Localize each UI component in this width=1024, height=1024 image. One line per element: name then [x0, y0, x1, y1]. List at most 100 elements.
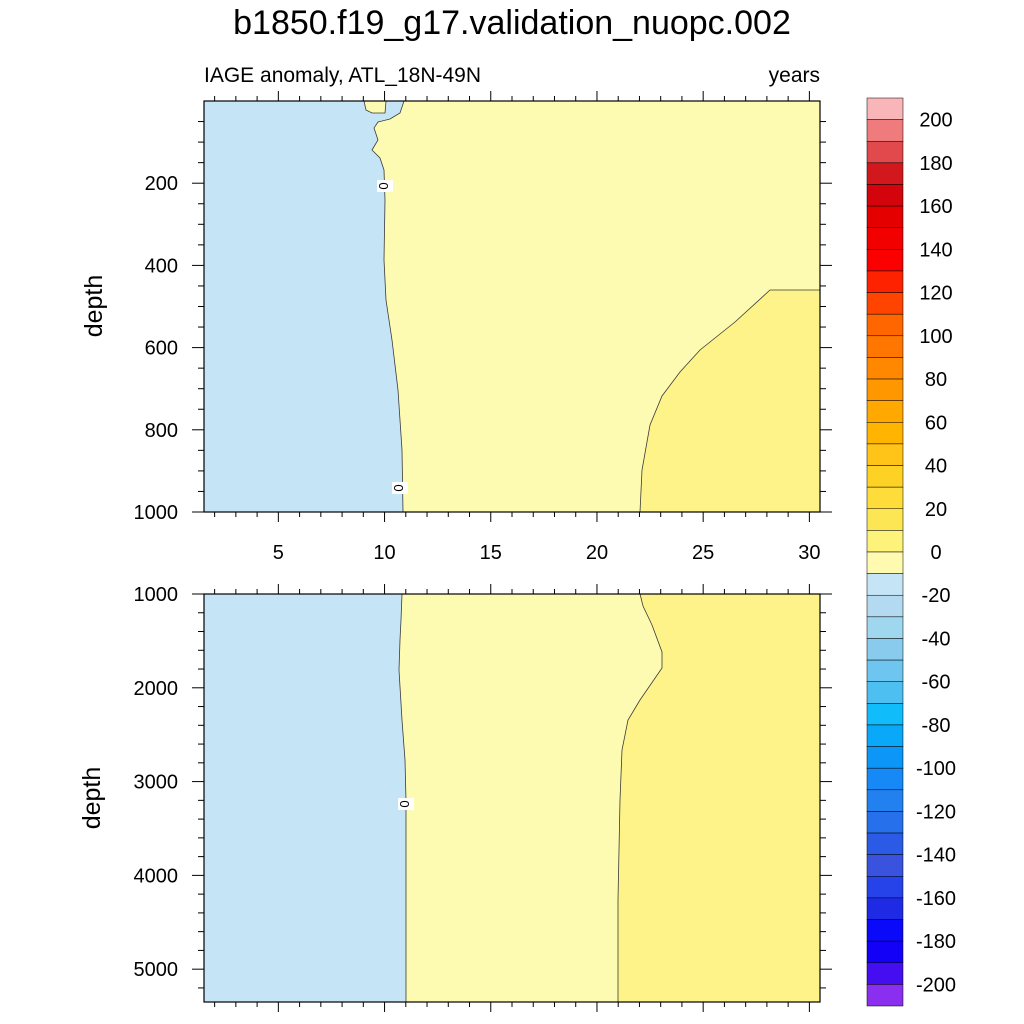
colorbar-swatch [866, 746, 904, 769]
y-tick-label: 800 [145, 420, 178, 442]
x-tick-label: 30 [798, 542, 820, 564]
colorbar-swatch [866, 205, 904, 228]
colorbar-swatch [866, 465, 904, 488]
colorbar-label: 140 [919, 239, 952, 261]
chart-title: b1850.f19_g17.validation_nuopc.002 [233, 4, 791, 42]
colorbar-swatch [866, 335, 904, 358]
colorbar-label: -80 [922, 715, 951, 737]
colorbar-swatch [866, 97, 904, 120]
x-tick-label: 15 [480, 542, 502, 564]
x-tick-label: 20 [586, 542, 608, 564]
colorbar-label: -20 [922, 585, 951, 607]
colorbar-label: 40 [925, 456, 947, 478]
colorbar-swatch [866, 854, 904, 877]
upper-contour-label-bottom: 0 [391, 482, 408, 494]
y-tick-label: 4000 [134, 865, 179, 887]
colorbar-label: -200 [916, 974, 956, 996]
colorbar-swatch [866, 443, 904, 466]
x-tick-label: 10 [373, 542, 395, 564]
colorbar-swatch [866, 659, 904, 682]
colorbar-swatch [866, 313, 904, 337]
colorbar-swatch [866, 292, 904, 315]
colorbar-label: 200 [919, 110, 952, 132]
colorbar-label: -40 [922, 628, 951, 650]
left-string: IAGE anomaly, ATL_18N-49N [204, 64, 481, 87]
colorbar-swatch [866, 530, 904, 553]
colorbar-label: 180 [919, 153, 952, 175]
lower-x-ticks [214, 584, 810, 1012]
colorbar-label: 100 [919, 326, 952, 348]
colorbar-label: 60 [925, 412, 947, 434]
colorbar-swatch [866, 249, 904, 272]
colorbar-swatch [866, 162, 904, 185]
colorbar-swatch [866, 984, 904, 1007]
lower-y-ticks: 1000 2000 3000 4000 5000 [134, 584, 832, 989]
colorbar: 200180160140120100806040200-20-40-60-80-… [866, 97, 956, 1007]
colorbar-swatch [866, 832, 904, 855]
y-tick-label: 3000 [134, 772, 179, 794]
colorbar-label: 120 [919, 283, 952, 305]
colorbar-swatch [866, 119, 904, 142]
colorbar-swatch [866, 919, 904, 942]
upper-x-ticks: 5 10 15 20 25 30 [214, 91, 821, 564]
colorbar-swatch [866, 767, 904, 791]
upper-contour-label-top: 0 [376, 180, 393, 192]
colorbar-label: 80 [925, 369, 947, 391]
right-string: years [769, 64, 820, 87]
colorbar-swatch [866, 897, 904, 920]
colorbar-swatch [866, 962, 904, 985]
y-tick-label: 200 [145, 173, 178, 195]
colorbar-swatch [866, 811, 904, 834]
colorbar-swatch [866, 422, 904, 445]
colorbar-swatch [866, 184, 904, 207]
colorbar-swatch [866, 227, 904, 250]
y-tick-label: 5000 [134, 959, 179, 981]
colorbar-label: -140 [916, 845, 956, 867]
colorbar-label: -100 [916, 758, 956, 780]
upper-y-ticks: 200 400 600 800 1000 [134, 121, 832, 524]
contour-label: 0 [376, 182, 391, 189]
colorbar-swatch [866, 724, 904, 747]
y-tick-label: 1000 [134, 584, 179, 606]
colorbar-swatch [866, 681, 904, 704]
colorbar-swatch [866, 486, 904, 510]
colorbar-swatch [866, 270, 904, 293]
colorbar-label: -120 [916, 801, 956, 823]
colorbar-swatch [866, 378, 904, 401]
colorbar-swatch [866, 616, 904, 639]
colorbar-swatch [866, 638, 904, 661]
lower-y-axis-label: depth [78, 767, 106, 830]
upper-y-axis-label: depth [80, 275, 108, 338]
y-tick-label: 600 [145, 338, 178, 360]
x-tick-label: 5 [273, 542, 284, 564]
colorbar-swatch [866, 551, 904, 574]
colorbar-swatch [866, 940, 904, 964]
colorbar-label: 20 [925, 499, 947, 521]
colorbar-label: -160 [916, 888, 956, 910]
colorbar-label: -180 [916, 931, 956, 953]
lower-contour-label: 0 [397, 798, 414, 810]
y-tick-label: 400 [145, 255, 178, 277]
x-tick-label: 25 [692, 542, 714, 564]
colorbar-swatch [866, 508, 904, 531]
contour-label: 0 [397, 800, 412, 807]
colorbar-label: -60 [922, 672, 951, 694]
colorbar-label: 0 [930, 542, 941, 564]
colorbar-label: 160 [919, 196, 952, 218]
y-tick-label: 1000 [134, 502, 179, 524]
upper-panel: 5 10 15 20 25 30 200 400 600 800 1000 0 0 depth [80, 91, 832, 564]
contour-label: 0 [391, 484, 406, 491]
colorbar-swatch [866, 876, 904, 899]
colorbar-swatch [866, 400, 904, 423]
lower-panel: 1000 2000 3000 4000 5000 0 depth [78, 584, 832, 1012]
upper-region-negative [203, 100, 405, 513]
colorbar-swatch [866, 703, 904, 726]
colorbar-swatch [866, 789, 904, 812]
colorbar-swatch [866, 357, 904, 380]
y-tick-label: 2000 [134, 678, 179, 700]
colorbar-swatch [866, 573, 904, 596]
colorbar-swatch [866, 140, 904, 164]
colorbar-swatch [866, 594, 904, 618]
lower-region-negative [203, 593, 407, 1003]
